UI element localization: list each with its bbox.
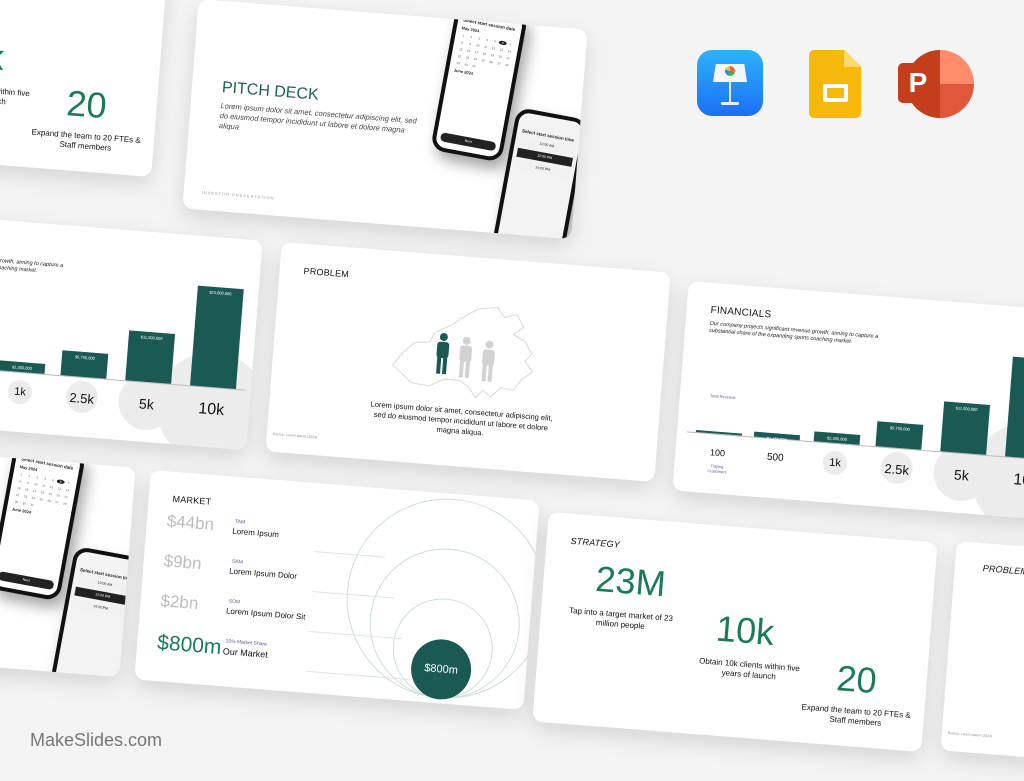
google-slides-icon [809, 50, 861, 118]
stat-value: 20 [65, 82, 109, 127]
financials-body: Our company projects significant revenue… [0, 250, 64, 275]
revenue-bar-label: $2,300,000 [11, 364, 33, 371]
customer-count: 1k [13, 385, 27, 399]
calendar-day[interactable]: 7 [67, 481, 70, 486]
stat-description: Expand the team to 20 FTEs & Staff membe… [801, 702, 912, 729]
financials-title: FINANCIALS [710, 304, 772, 321]
revenue-bar: $5,750,000 [60, 350, 109, 379]
problem-title: PROBLEM [303, 265, 350, 280]
phone-mockups: Select start session date May 2024 1 2 3 4 5 6 7… [0, 440, 136, 677]
calendar-day[interactable]: 28 [504, 62, 509, 68]
customer-count: 100 [709, 447, 726, 459]
market-label: Lorem Ipsum Dolor [228, 566, 298, 581]
powerpoint-icon: P [898, 50, 974, 118]
market-value: $2bn [159, 591, 200, 614]
person-icon [477, 340, 499, 388]
stat-value: 10k [714, 607, 776, 654]
problem-slide-thumbnail[interactable]: PROBLEM Source: Lorem Ipsum (2024) [940, 541, 1024, 781]
market-value: $44bn [166, 511, 215, 535]
problem-title: PROBLEM [982, 563, 1024, 577]
revenue-bar: $23,000,000 [1005, 356, 1024, 460]
calendar-day[interactable]: 21 [506, 55, 511, 61]
calendar-day[interactable]: 7 [509, 42, 512, 47]
market-value: $9bn [163, 551, 203, 574]
market-tag: TAM [234, 518, 246, 526]
stat-value: 20 [835, 657, 879, 702]
pitch-deck-slide-thumbnail[interactable]: PITCH DECK Lorem ipsum dolor sit amet, c… [182, 0, 588, 239]
revenue-bar-label: $11,500,000 [140, 334, 163, 342]
problem-source: Source: Lorem Ipsum (2024) [947, 730, 993, 739]
revenue-bar-label: $5,750,000 [74, 354, 96, 361]
map-outline [391, 306, 534, 399]
phone-mockups: Select start session date May 2024 1 2 3 4 5 6 7… [420, 1, 588, 239]
calendar-day[interactable]: 14 [507, 48, 512, 54]
problem-slide-thumbnail[interactable]: PROBLEM Lorem ipsum dolor sit amet, cons… [265, 242, 671, 482]
market-slide-thumbnail[interactable]: MARKET $800m $44bn TAM Lorem Ipsum $9bn SAM L… [134, 470, 540, 710]
revenue-bar-label: $23,000,000 [1012, 360, 1024, 369]
calendar-day[interactable]: 31 [472, 63, 477, 69]
revenue-bar-label: $23,000,000 [209, 289, 232, 297]
revenue-bar-label: $1,150,000 [766, 435, 787, 443]
revenue-bar: $1,150,000 [753, 431, 801, 443]
revenue-bar-label: $2,300,000 [826, 435, 848, 442]
person-icon-highlighted [432, 332, 454, 380]
financials-body: Our company projects significant revenue… [708, 320, 879, 346]
pitch-deck-title: PITCH DECK [221, 79, 320, 104]
next-button[interactable]: Next [0, 571, 55, 591]
next-button[interactable]: Next [439, 132, 497, 152]
revenue-bar-label: $5,750,000 [889, 425, 911, 432]
customer-count: 2.5k [883, 460, 910, 478]
customer-count: 500 [766, 451, 784, 464]
person-icon [454, 336, 476, 384]
customer-count: 2.5k [68, 389, 95, 407]
market-label: Our Market [222, 646, 269, 660]
revenue-bar: $11,500,000 [125, 330, 176, 384]
market-label: Lorem Ipsum [231, 526, 280, 540]
revenue-axis-label: Total Revenue [709, 393, 736, 401]
stat-value: 23M [594, 557, 668, 605]
calendar-day[interactable]: 21 [64, 494, 69, 500]
customer-count: 1k [828, 456, 842, 470]
strategy-title: STRATEGY [570, 535, 621, 550]
calendar-day[interactable]: 14 [65, 487, 70, 493]
watermark: MakeSlides.com [30, 730, 163, 750]
problem-source: Source: Lorem Ipsum (2024) [272, 431, 318, 440]
market-label: Lorem Ipsum Dolor Sit [225, 606, 306, 622]
revenue-bar-label: $11,500,000 [955, 405, 978, 413]
stat-value: 10k [0, 32, 6, 79]
app-screens-slide-thumbnail[interactable]: Select start session date May 2024 1 2 3 4 5 6 7… [0, 437, 136, 677]
market-title: MARKET [172, 493, 212, 507]
market-value: $800m [156, 631, 223, 660]
stat-description: Tap into a target market of 23 million p… [568, 605, 674, 632]
calendar-day[interactable]: 28 [62, 501, 67, 507]
stat-description: Expand the team to 20 FTEs & Staff membe… [31, 127, 142, 154]
revenue-bar: $23,000,000 [190, 285, 244, 389]
pitch-deck-body: Lorem ipsum dolor sit amet, consectetur … [218, 101, 418, 135]
market-tag: SOM [228, 598, 241, 606]
revenue-bar: $11,500,000 [940, 401, 991, 455]
revenue-bar: $5,750,000 [875, 421, 924, 450]
calendar-day[interactable]: 31 [30, 502, 35, 508]
market-tag: SAM [231, 558, 243, 566]
keynote-icon [697, 50, 763, 116]
pitch-deck-footer: INVESTOR PRESENTATION [201, 189, 275, 201]
customers-axis-label: Paying Customers [707, 463, 727, 475]
